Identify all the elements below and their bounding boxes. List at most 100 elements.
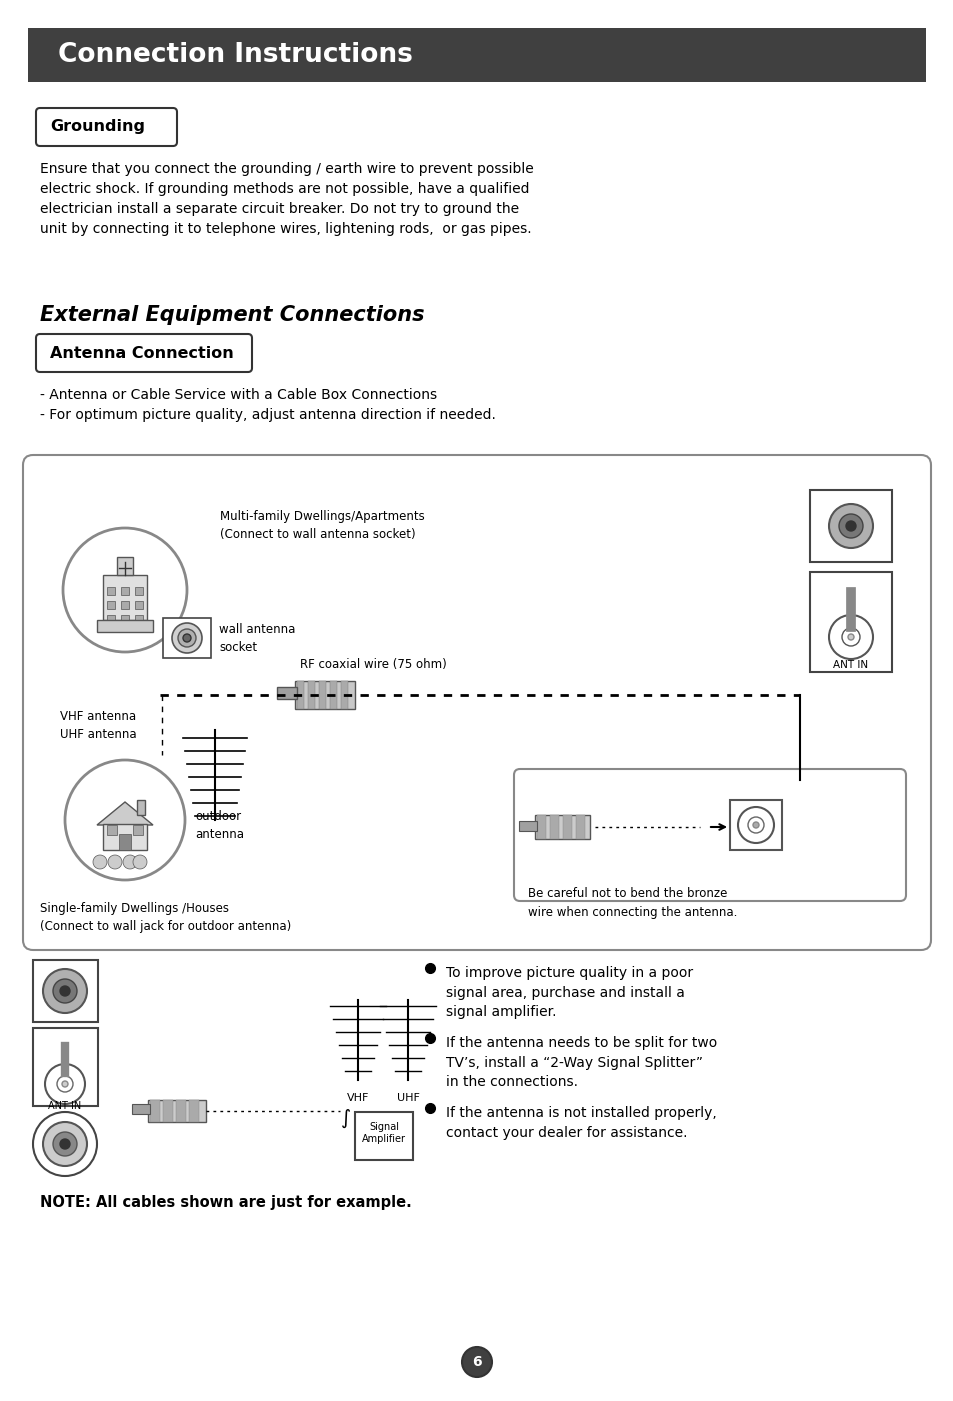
Text: Antenna Connection: Antenna Connection	[50, 346, 233, 360]
Circle shape	[60, 1139, 70, 1149]
Circle shape	[43, 1122, 87, 1166]
Bar	[135, 601, 143, 609]
Text: RF coaxial wire (75 ohm): RF coaxial wire (75 ohm)	[299, 658, 446, 671]
Text: NOTE: All cables shown are just for example.: NOTE: All cables shown are just for exam…	[40, 1195, 412, 1210]
Text: $\int$: $\int$	[339, 1108, 351, 1131]
Bar	[296, 681, 304, 709]
Bar	[308, 681, 314, 709]
Bar	[809, 572, 891, 672]
Text: UHF: UHF	[396, 1093, 419, 1103]
Text: Connection Instructions: Connection Instructions	[58, 42, 413, 69]
Circle shape	[178, 629, 195, 647]
Bar	[340, 681, 348, 709]
Circle shape	[461, 1346, 492, 1377]
Text: ANT IN: ANT IN	[833, 660, 867, 670]
Text: ANT IN: ANT IN	[49, 1101, 82, 1111]
Text: wall antenna
socket: wall antenna socket	[219, 623, 295, 654]
Circle shape	[845, 521, 855, 531]
Bar	[97, 621, 152, 632]
Bar	[355, 1112, 413, 1160]
Text: VHF antenna
UHF antenna: VHF antenna UHF antenna	[60, 710, 136, 741]
Text: Grounding: Grounding	[50, 119, 145, 134]
Bar	[121, 615, 129, 623]
Bar	[150, 1100, 160, 1122]
Circle shape	[172, 623, 202, 653]
Circle shape	[65, 759, 185, 880]
Bar	[163, 618, 211, 658]
Circle shape	[752, 822, 759, 828]
Bar	[330, 681, 336, 709]
Bar	[189, 1100, 199, 1122]
Circle shape	[841, 628, 859, 646]
Circle shape	[92, 855, 107, 869]
Bar	[103, 824, 147, 850]
Bar	[729, 800, 781, 850]
Circle shape	[828, 504, 872, 548]
Bar	[107, 615, 115, 623]
Bar	[518, 821, 537, 831]
Bar	[535, 815, 589, 839]
Bar	[562, 815, 572, 839]
Circle shape	[183, 635, 191, 642]
Circle shape	[45, 1063, 85, 1104]
Circle shape	[63, 528, 187, 651]
Polygon shape	[97, 801, 152, 825]
FancyBboxPatch shape	[36, 108, 177, 146]
Text: Multi-family Dwellings/Apartments
(Connect to wall antenna socket): Multi-family Dwellings/Apartments (Conne…	[220, 510, 424, 541]
Bar	[135, 615, 143, 623]
Bar	[103, 574, 147, 621]
Bar	[119, 834, 131, 850]
Circle shape	[43, 969, 87, 1013]
Bar	[537, 815, 545, 839]
Text: outdoor
antenna: outdoor antenna	[194, 810, 244, 841]
Bar	[132, 1104, 150, 1114]
Circle shape	[57, 1076, 73, 1091]
Text: 6: 6	[472, 1355, 481, 1369]
Circle shape	[738, 807, 773, 843]
Text: External Equipment Connections: External Equipment Connections	[40, 305, 424, 325]
Circle shape	[62, 1082, 68, 1087]
Bar	[121, 587, 129, 595]
Text: Ensure that you connect the grounding / earth wire to prevent possible
electric : Ensure that you connect the grounding / …	[40, 163, 533, 237]
Text: Single-family Dwellings /Houses
(Connect to wall jack for outdoor antenna): Single-family Dwellings /Houses (Connect…	[40, 902, 291, 933]
Bar	[121, 601, 129, 609]
Text: If the antenna needs to be split for two
TV’s, install a “2-Way Signal Splitter”: If the antenna needs to be split for two…	[446, 1035, 717, 1089]
Circle shape	[33, 1112, 97, 1175]
Bar	[576, 815, 584, 839]
Text: To improve picture quality in a poor
signal area, purchase and install a
signal : To improve picture quality in a poor sig…	[446, 967, 693, 1019]
Bar	[132, 825, 143, 835]
Bar	[137, 800, 145, 815]
Circle shape	[838, 514, 862, 538]
Bar	[33, 1028, 98, 1105]
Text: VHF: VHF	[347, 1093, 369, 1103]
Circle shape	[108, 855, 122, 869]
Bar	[148, 1100, 206, 1122]
Bar	[107, 825, 117, 835]
Text: - For optimum picture quality, adjust antenna direction if needed.: - For optimum picture quality, adjust an…	[40, 408, 496, 422]
Bar	[28, 28, 925, 83]
Circle shape	[132, 855, 147, 869]
Circle shape	[53, 979, 77, 1003]
Bar	[33, 960, 98, 1021]
Bar	[107, 601, 115, 609]
Bar	[163, 1100, 172, 1122]
Circle shape	[828, 615, 872, 658]
Bar	[107, 587, 115, 595]
Bar	[809, 490, 891, 562]
Text: Be careful not to bend the bronze
wire when connecting the antenna.: Be careful not to bend the bronze wire w…	[527, 887, 737, 919]
Bar	[175, 1100, 186, 1122]
FancyBboxPatch shape	[36, 333, 252, 373]
Text: Signal
Amplifier: Signal Amplifier	[361, 1122, 406, 1145]
Circle shape	[123, 855, 137, 869]
Bar	[550, 815, 558, 839]
Bar	[294, 681, 355, 709]
Text: If the antenna is not installed properly,
contact your dealer for assistance.: If the antenna is not installed properly…	[446, 1105, 716, 1139]
FancyBboxPatch shape	[23, 455, 930, 950]
Circle shape	[60, 986, 70, 996]
Circle shape	[847, 635, 853, 640]
FancyBboxPatch shape	[514, 769, 905, 901]
Circle shape	[53, 1132, 77, 1156]
Bar	[135, 587, 143, 595]
Bar	[276, 686, 296, 699]
Text: - Antenna or Cable Service with a Cable Box Connections: - Antenna or Cable Service with a Cable …	[40, 388, 436, 402]
